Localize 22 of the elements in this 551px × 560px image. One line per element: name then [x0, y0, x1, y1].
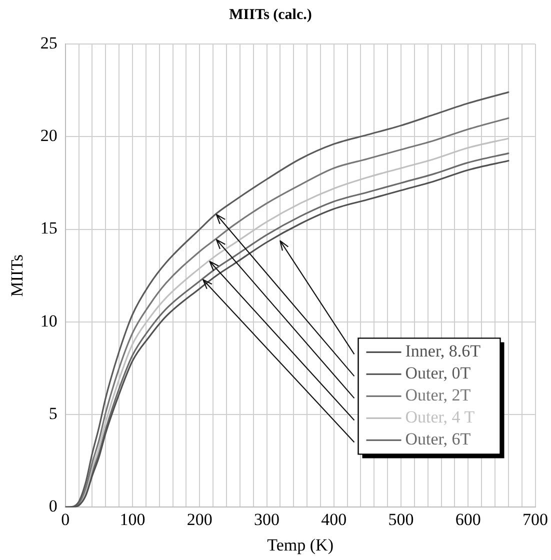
legend-label: Outer, 2T: [405, 386, 472, 405]
legend-label: Outer, 0T: [405, 364, 472, 383]
legend-label: Inner, 8.6T: [405, 342, 482, 361]
x-tick-label: 600: [455, 510, 481, 529]
x-axis-title: Temp (K): [267, 535, 334, 554]
x-tick-label: 400: [321, 510, 347, 529]
legend-label: Outer, 4 T: [405, 408, 476, 427]
y-tick-label: 5: [48, 404, 58, 424]
y-tick-label: 25: [40, 33, 58, 52]
y-tick-label: 20: [40, 126, 58, 146]
y-axis-title: MIITs: [8, 254, 27, 297]
x-tick-label: 200: [186, 510, 212, 529]
x-tick-label: 700: [522, 510, 548, 529]
legend-label: Outer, 6T: [405, 430, 472, 449]
y-tick-label: 0: [48, 496, 58, 516]
x-tick-label: 300: [254, 510, 280, 529]
y-tick-label: 15: [40, 218, 58, 238]
x-tick-label: 0: [61, 510, 70, 529]
x-tick-label: 500: [388, 510, 414, 529]
x-tick-label: 100: [120, 510, 146, 529]
chart-title: MIITs (calc.): [229, 6, 312, 23]
y-tick-label: 10: [40, 311, 58, 330]
